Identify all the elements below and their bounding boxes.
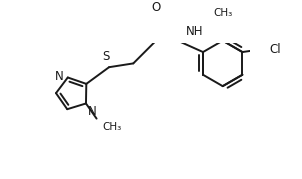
Text: Cl: Cl [270, 42, 281, 55]
Text: N: N [55, 70, 64, 83]
Text: N: N [88, 105, 97, 118]
Text: CH₃: CH₃ [213, 8, 232, 18]
Text: S: S [102, 50, 110, 63]
Text: CH₃: CH₃ [102, 122, 121, 132]
Text: O: O [151, 1, 161, 14]
Text: NH: NH [186, 25, 204, 38]
